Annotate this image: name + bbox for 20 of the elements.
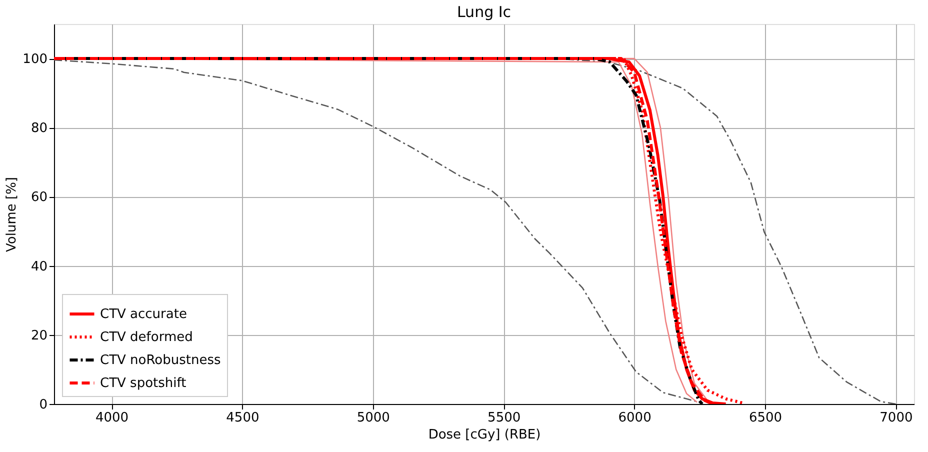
x-tick-label: 4500 <box>226 410 260 426</box>
y-tick-label: 100 <box>22 52 48 68</box>
x-tick-label: 6500 <box>748 410 782 426</box>
legend-label: CTV deformed <box>100 330 193 345</box>
chart-title: Lung Ic <box>456 3 512 21</box>
y-tick-label: 0 <box>39 398 48 412</box>
x-tick-label: 4000 <box>95 410 129 426</box>
x-tick-label: 6000 <box>618 410 652 426</box>
x-axis-title: Dose [cGy] (RBE) <box>428 428 541 442</box>
legend-label: CTV spotshift <box>100 376 186 391</box>
y-tick-label: 40 <box>30 259 48 274</box>
y-tick-label: 20 <box>30 328 48 344</box>
y-tick-label: 80 <box>30 121 48 136</box>
x-tick-label: 5500 <box>488 410 521 426</box>
legend-label: CTV accurate <box>100 307 187 322</box>
legend-label: CTV noRobustness <box>100 353 222 368</box>
x-tick-label: 7000 <box>880 410 913 426</box>
y-axis-title: Volume [%] <box>4 177 20 252</box>
x-tick-label: 5000 <box>356 410 390 426</box>
y-tick-label: 60 <box>30 190 48 206</box>
